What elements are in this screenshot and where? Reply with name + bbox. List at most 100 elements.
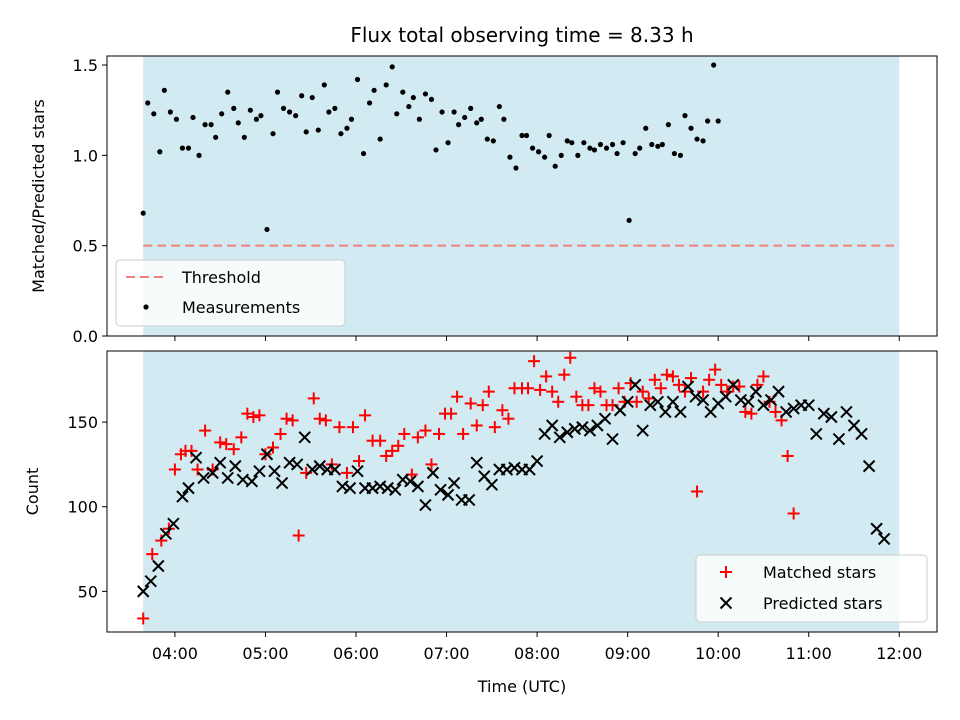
y-tick-label: 100 <box>67 498 98 517</box>
predicted-point-b <box>674 405 687 419</box>
matched-point <box>313 412 326 425</box>
predicted-point-b <box>253 464 266 478</box>
measurement-point <box>705 118 711 124</box>
matched-point <box>612 382 625 395</box>
predicted-point-b <box>426 466 440 480</box>
measurement-point <box>688 125 694 131</box>
measurement-point <box>219 111 225 117</box>
matched-stars-series <box>137 351 800 625</box>
measurement-point <box>400 89 406 95</box>
matched-point <box>457 427 470 440</box>
bottom-x-axis: 04:00 05:00 06:00 07:00 08:00 09:00 10:00 11:00… <box>152 632 922 663</box>
measurement-point <box>700 138 706 144</box>
predicted-point <box>206 466 219 480</box>
predicted-point-b <box>817 407 831 420</box>
measurement-point <box>145 100 151 106</box>
predicted-point <box>144 575 157 588</box>
measurement-point <box>348 116 355 122</box>
predicted-point <box>298 431 311 444</box>
matched-point <box>386 444 399 457</box>
predicted-point-b <box>306 463 319 476</box>
matched-point <box>464 397 477 410</box>
predicted-point-b <box>689 390 702 403</box>
x-tick-label: 04:00 <box>152 644 198 663</box>
y-tick-label: 1.0 <box>73 146 98 165</box>
predicted-point <box>802 398 815 412</box>
predicted-stars-series <box>137 378 891 598</box>
matched-point <box>522 382 535 395</box>
predicted-point-b <box>396 473 409 486</box>
predicted-point-b <box>167 517 180 530</box>
predicted-point <box>336 480 349 493</box>
measurement-point <box>371 87 377 93</box>
predicted-point <box>681 380 695 393</box>
predicted-point <box>366 481 379 495</box>
predicted-point <box>696 393 710 407</box>
matched-point <box>307 392 320 405</box>
predicted-point-b <box>877 532 891 546</box>
measurement-point <box>649 141 655 148</box>
predicted-point <box>568 422 582 436</box>
matched-point <box>703 373 716 386</box>
predicted-point <box>167 517 180 530</box>
measurement-point <box>173 116 180 122</box>
measurement-point <box>377 136 383 142</box>
measurement-point <box>445 140 451 146</box>
measurement-point <box>406 103 412 110</box>
predicted-point <box>283 456 296 469</box>
predicted-point <box>651 395 665 408</box>
measurement-point <box>609 141 616 148</box>
predicted-point-b <box>772 385 785 398</box>
predicted-point <box>674 405 687 419</box>
predicted-point-b <box>621 395 634 408</box>
matched-point <box>380 449 393 462</box>
matched-point <box>666 370 679 383</box>
matched-point <box>540 370 553 383</box>
predicted-point-b <box>832 432 846 446</box>
matched-point <box>488 421 501 434</box>
matched-point <box>552 395 565 408</box>
matched-point <box>235 431 248 444</box>
predicted-point <box>275 476 289 490</box>
measurement-point <box>235 120 241 126</box>
predicted-point-b <box>245 475 259 488</box>
measurement-point <box>665 122 671 128</box>
measurement-point <box>501 116 507 122</box>
predicted-point <box>182 481 195 495</box>
measurement-point <box>190 114 196 121</box>
chart-title: Flux total observing time = 8.33 h <box>350 23 693 47</box>
predicted-point <box>779 405 793 419</box>
matched-point <box>470 419 483 432</box>
matched-point <box>558 368 571 381</box>
predicted-point <box>742 395 755 408</box>
measurement-point <box>507 154 513 160</box>
predicted-point-b <box>290 458 304 471</box>
measurement-point <box>587 145 593 151</box>
measurement-point <box>280 105 287 111</box>
measurement-point <box>496 103 502 110</box>
measurement-point <box>157 149 163 155</box>
legend-cross-mark-b <box>719 596 733 610</box>
matched-point <box>534 383 547 396</box>
matched-point <box>482 385 495 398</box>
matched-point <box>353 455 366 468</box>
predicted-point <box>253 464 266 478</box>
measurement-point <box>659 141 665 148</box>
predicted-point-b <box>411 480 425 493</box>
x-tick-label: 10:00 <box>695 644 741 663</box>
predicted-point <box>485 478 499 491</box>
matched-point <box>757 370 770 383</box>
matched-point <box>476 399 489 412</box>
predicted-point <box>817 407 831 420</box>
predicted-point-b <box>283 456 296 469</box>
predicted-point <box>290 458 304 471</box>
predicted-point-b <box>644 398 657 412</box>
bottom-y-axis: 50 100 150 <box>67 413 107 601</box>
x-tick-label: 11:00 <box>786 644 832 663</box>
measurement-point <box>274 89 281 95</box>
measurement-point <box>682 113 688 119</box>
y-tick-label: 1.5 <box>73 56 98 75</box>
top-axes-frame <box>106 55 938 337</box>
measurement-point <box>303 129 309 135</box>
matched-point <box>672 378 685 391</box>
